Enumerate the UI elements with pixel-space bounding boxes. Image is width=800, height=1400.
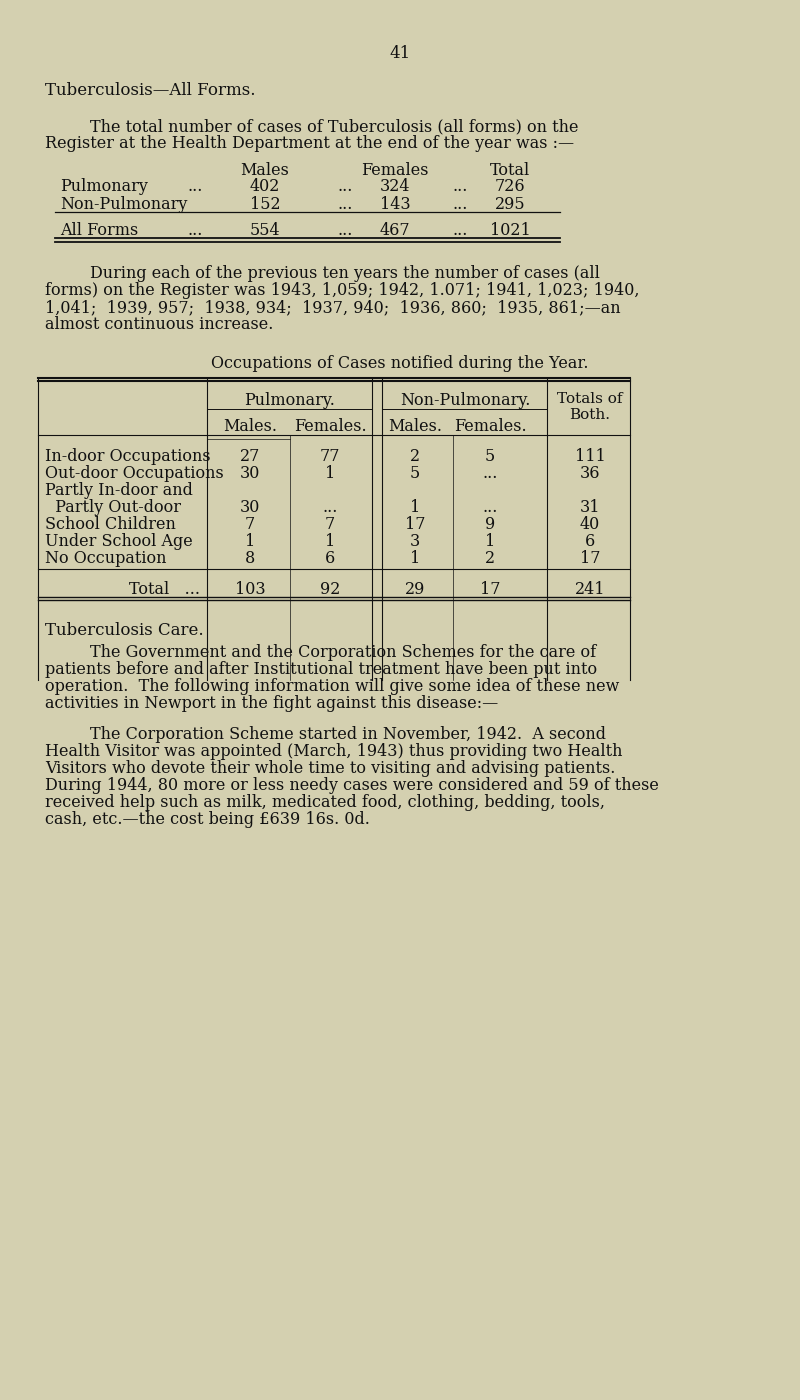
Text: Non-Pulmonary: Non-Pulmonary [60, 196, 187, 213]
Text: 17: 17 [580, 550, 600, 567]
Text: Non-Pulmonary.: Non-Pulmonary. [400, 392, 530, 409]
Text: 152: 152 [250, 196, 280, 213]
Text: 31: 31 [580, 498, 600, 517]
Text: 3: 3 [410, 533, 420, 550]
Text: ...: ... [482, 465, 498, 482]
Text: 143: 143 [380, 196, 410, 213]
Text: 27: 27 [240, 448, 260, 465]
Text: ...: ... [338, 223, 353, 239]
Text: 6: 6 [325, 550, 335, 567]
Text: forms) on the Register was 1943, 1,059; 1942, 1.071; 1941, 1,023; 1940,: forms) on the Register was 1943, 1,059; … [45, 281, 639, 300]
Text: 1: 1 [485, 533, 495, 550]
Text: ...: ... [187, 178, 202, 195]
Text: 17: 17 [480, 581, 500, 598]
Text: Males.: Males. [388, 419, 442, 435]
Text: ...: ... [338, 178, 353, 195]
Text: 402: 402 [250, 178, 280, 195]
Text: Total: Total [490, 162, 530, 179]
Text: Tuberculosis—All Forms.: Tuberculosis—All Forms. [45, 83, 255, 99]
Text: Partly In-door and: Partly In-door and [45, 482, 193, 498]
Text: 295: 295 [494, 196, 526, 213]
Text: 29: 29 [405, 581, 425, 598]
Text: The total number of cases of Tuberculosis (all forms) on the: The total number of cases of Tuberculosi… [90, 118, 578, 134]
Text: No Occupation: No Occupation [45, 550, 166, 567]
Text: Visitors who devote their whole time to visiting and advising patients.: Visitors who devote their whole time to … [45, 760, 615, 777]
Text: During 1944, 80 more or less needy cases were considered and 59 of these: During 1944, 80 more or less needy cases… [45, 777, 659, 794]
Text: 2: 2 [410, 448, 420, 465]
Text: The Corporation Scheme started in November, 1942.  A second: The Corporation Scheme started in Novemb… [90, 727, 606, 743]
Text: 467: 467 [380, 223, 410, 239]
Text: 7: 7 [325, 517, 335, 533]
Text: Females.: Females. [454, 419, 526, 435]
Text: 1: 1 [410, 550, 420, 567]
Text: 324: 324 [380, 178, 410, 195]
Text: 17: 17 [405, 517, 426, 533]
Text: 6: 6 [585, 533, 595, 550]
Text: The Government and the Corporation Schemes for the care of: The Government and the Corporation Schem… [90, 644, 596, 661]
Text: cash, etc.—the cost being £639 16s. 0d.: cash, etc.—the cost being £639 16s. 0d. [45, 811, 370, 827]
Text: Males.: Males. [223, 419, 277, 435]
Text: Register at the Health Department at the end of the year was :—: Register at the Health Department at the… [45, 134, 574, 153]
Text: School Children: School Children [45, 517, 176, 533]
Text: 2: 2 [485, 550, 495, 567]
Text: 111: 111 [574, 448, 606, 465]
Text: Pulmonary.: Pulmonary. [245, 392, 335, 409]
Text: Both.: Both. [570, 407, 610, 421]
Text: 1: 1 [325, 533, 335, 550]
Text: operation.  The following information will give some idea of these new: operation. The following information wil… [45, 678, 619, 694]
Text: ...: ... [452, 223, 468, 239]
Text: Total   ...: Total ... [129, 581, 200, 598]
Text: All Forms: All Forms [60, 223, 138, 239]
Text: 1: 1 [245, 533, 255, 550]
Text: Health Visitor was appointed (March, 1943) thus providing two Health: Health Visitor was appointed (March, 194… [45, 743, 622, 760]
Text: 1021: 1021 [490, 223, 530, 239]
Text: activities in Newport in the fight against this disease:—: activities in Newport in the fight again… [45, 694, 498, 713]
Text: Pulmonary: Pulmonary [60, 178, 148, 195]
Text: In-door Occupations: In-door Occupations [45, 448, 210, 465]
Text: 554: 554 [250, 223, 280, 239]
Text: Out-door Occupations: Out-door Occupations [45, 465, 224, 482]
Text: Totals of: Totals of [558, 392, 622, 406]
Text: 7: 7 [245, 517, 255, 533]
Text: patients before and after Institutional treatment have been put into: patients before and after Institutional … [45, 661, 597, 678]
Text: ...: ... [452, 196, 468, 213]
Text: Females.: Females. [294, 419, 366, 435]
Text: 5: 5 [485, 448, 495, 465]
Text: Tuberculosis Care.: Tuberculosis Care. [45, 622, 204, 638]
Text: Occupations of Cases notified during the Year.: Occupations of Cases notified during the… [211, 356, 589, 372]
Text: 726: 726 [494, 178, 526, 195]
Text: almost continuous increase.: almost continuous increase. [45, 316, 274, 333]
Text: 1: 1 [410, 498, 420, 517]
Text: 30: 30 [240, 465, 260, 482]
Text: 36: 36 [580, 465, 600, 482]
Text: Males: Males [241, 162, 290, 179]
Text: 5: 5 [410, 465, 420, 482]
Text: Females: Females [362, 162, 429, 179]
Text: 9: 9 [485, 517, 495, 533]
Text: Partly Out-door: Partly Out-door [45, 498, 181, 517]
Text: 241: 241 [574, 581, 606, 598]
Text: 92: 92 [320, 581, 340, 598]
Text: 1,041;  1939, 957;  1938, 934;  1937, 940;  1936, 860;  1935, 861;—an: 1,041; 1939, 957; 1938, 934; 1937, 940; … [45, 300, 621, 316]
Text: Under School Age: Under School Age [45, 533, 193, 550]
Text: 30: 30 [240, 498, 260, 517]
Text: ...: ... [322, 498, 338, 517]
Text: 103: 103 [234, 581, 266, 598]
Text: ...: ... [338, 196, 353, 213]
Text: 40: 40 [580, 517, 600, 533]
Text: ...: ... [452, 178, 468, 195]
Text: ...: ... [482, 498, 498, 517]
Text: received help such as milk, medicated food, clothing, bedding, tools,: received help such as milk, medicated fo… [45, 794, 605, 811]
Text: 8: 8 [245, 550, 255, 567]
Text: During each of the previous ten years the number of cases (all: During each of the previous ten years th… [90, 265, 600, 281]
Text: 1: 1 [325, 465, 335, 482]
Text: 41: 41 [390, 45, 410, 62]
Text: ...: ... [187, 223, 202, 239]
Text: 77: 77 [320, 448, 340, 465]
